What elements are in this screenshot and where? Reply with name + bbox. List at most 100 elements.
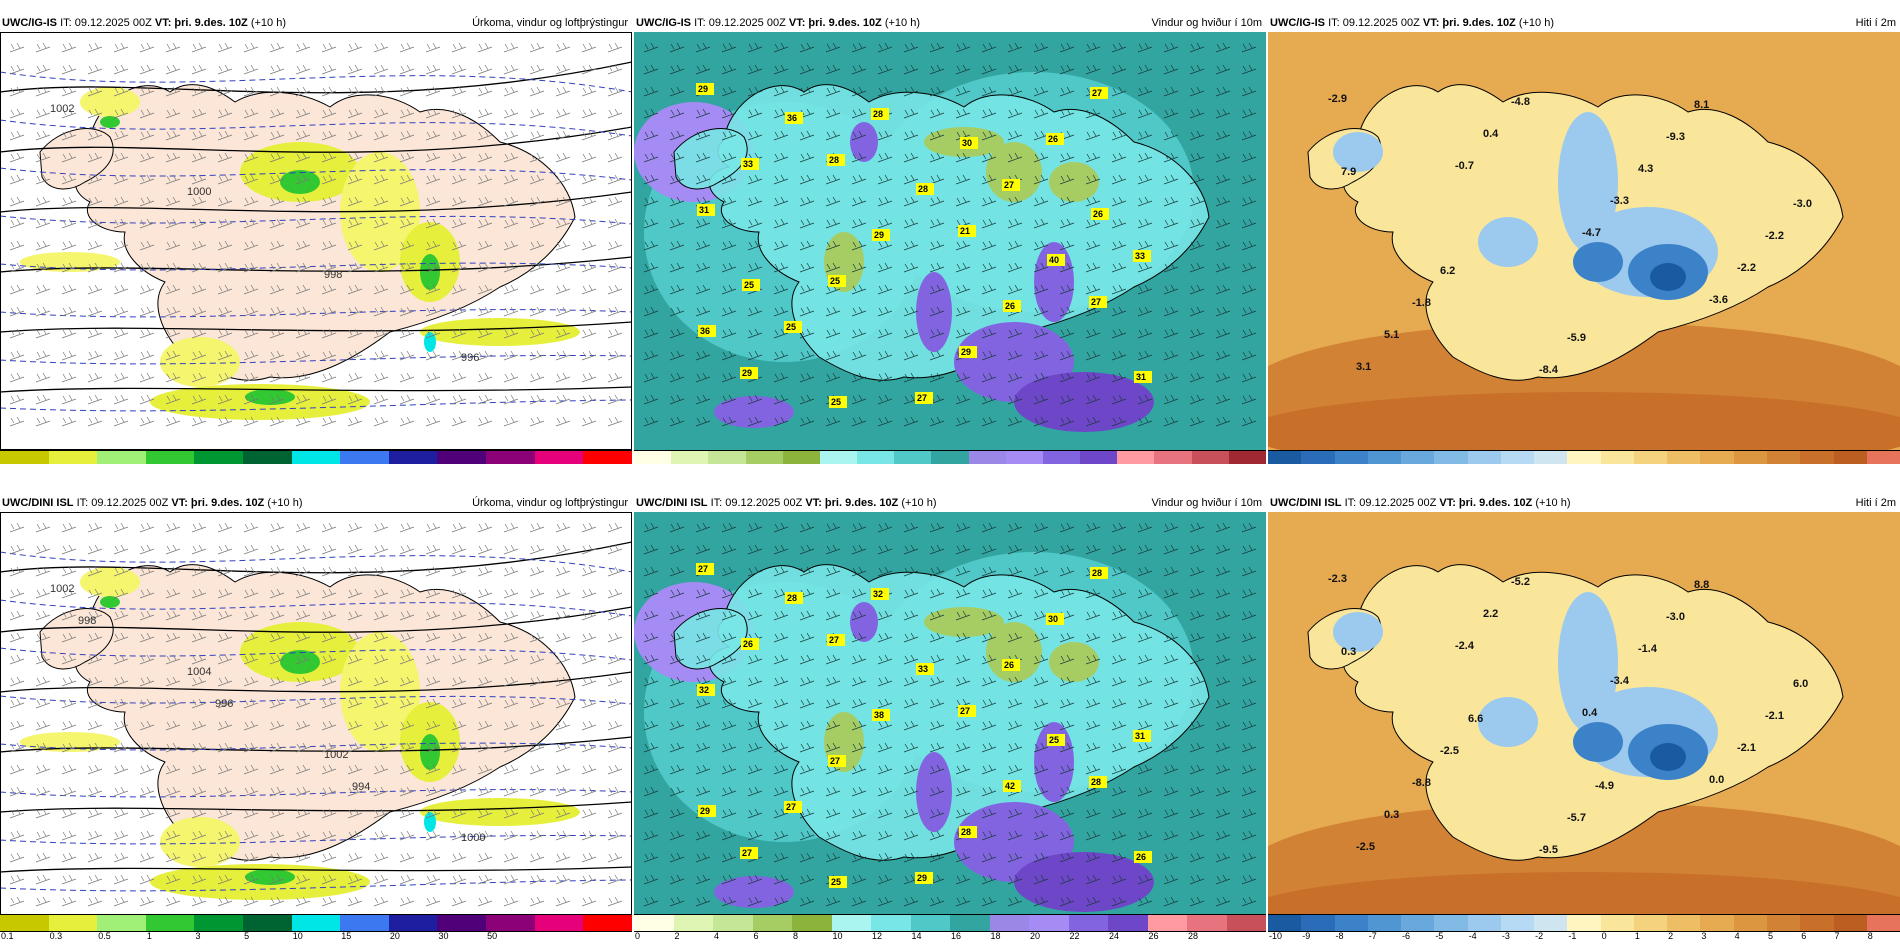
svg-text:29: 29	[917, 873, 927, 883]
colorbar-swatch	[340, 915, 389, 931]
panel-header: UWC/DINI ISL IT: 09.12.2025 00Z VT: þri.…	[0, 494, 632, 512]
temperature-label: 2.2	[1483, 608, 1498, 620]
colorbar-swatch	[871, 915, 911, 931]
gust-label: 29	[959, 346, 977, 358]
gust-label: 21	[958, 225, 976, 237]
gust-label: 32	[697, 684, 715, 696]
svg-text:29: 29	[700, 806, 710, 816]
colorbar-swatch	[1334, 451, 1368, 464]
isobar-label: 1002	[324, 749, 348, 761]
colorbar-tick-label: -6	[1402, 931, 1411, 941]
colorbar-swatch	[1534, 915, 1568, 931]
gust-label: 27	[1089, 296, 1107, 308]
temperature-label: -5.2	[1511, 576, 1530, 588]
colorbar-swatch	[145, 915, 195, 931]
colorbar-tick-label: 50	[487, 931, 498, 941]
colorbar-swatch	[968, 451, 1006, 464]
valid-time: VT: þri. 9.des. 10Z	[1439, 497, 1533, 509]
colorbar-tick-label: 10	[292, 931, 303, 941]
colorbar-swatch	[1833, 915, 1867, 931]
colorbar-swatch	[1005, 451, 1043, 464]
gust-label: 26	[1046, 133, 1064, 145]
colorbar-tick-label: 6	[1801, 931, 1807, 941]
colorbar-swatch	[831, 915, 871, 931]
svg-text:36: 36	[700, 326, 710, 336]
colorbar-swatch	[1068, 915, 1108, 931]
gust-label: 25	[742, 279, 760, 291]
svg-text:26: 26	[1005, 301, 1015, 311]
lead-time: (+10 h)	[1518, 17, 1555, 29]
gust-label: 36	[785, 112, 803, 124]
gust-label: 28	[959, 826, 977, 838]
colorbar	[1268, 914, 1900, 932]
svg-text:27: 27	[830, 756, 840, 766]
temperature-label: -3.0	[1666, 611, 1685, 623]
temperature-label: -2.1	[1737, 742, 1756, 754]
colorbar-swatch	[340, 451, 389, 464]
colorbar-swatch	[634, 915, 674, 931]
gust-label: 26	[1134, 851, 1152, 863]
temperature-label: -2.5	[1440, 745, 1459, 757]
colorbar-tick-label: -4	[1468, 931, 1477, 941]
temperature-label: 6.6	[1468, 713, 1483, 725]
panel-header: UWC/IG-IS IT: 09.12.2025 00Z VT: þri. 9.…	[634, 14, 1266, 32]
colorbar-swatch	[1567, 451, 1601, 464]
temperature-label: -5.7	[1567, 812, 1586, 824]
colorbar-swatch	[1367, 451, 1402, 464]
temperature-label: -8.4	[1539, 364, 1559, 376]
colorbar-tick-label: 4	[714, 931, 720, 941]
svg-text:25: 25	[1049, 735, 1059, 745]
colorbar-swatch	[97, 915, 146, 931]
temperature-label: 0.3	[1384, 809, 1399, 821]
colorbar-swatch	[291, 451, 341, 464]
colorbar-swatch	[1334, 915, 1368, 931]
isobar-label: 998	[324, 269, 342, 281]
svg-text:27: 27	[1091, 297, 1101, 307]
temperature-label: -4.7	[1582, 227, 1601, 239]
colorbar-swatch	[950, 915, 990, 931]
colorbar-swatch	[437, 915, 487, 931]
colorbar-tick-label: 0.3	[49, 931, 63, 941]
colorbar-swatch	[1226, 915, 1266, 931]
gust-label: 29	[915, 872, 933, 884]
gust-label: 27	[828, 755, 846, 767]
isobar-label: 1002	[50, 103, 74, 115]
gust-label: 28	[916, 183, 934, 195]
svg-text:33: 33	[743, 159, 753, 169]
lead-time: (+10 h)	[884, 17, 921, 29]
svg-text:27: 27	[786, 802, 796, 812]
colorbar-tick-label: 24	[1109, 931, 1120, 941]
colorbar-swatch	[1600, 915, 1634, 931]
temperature-label: -9.5	[1539, 844, 1558, 856]
gust-label: 26	[741, 638, 759, 650]
colorbar-tick-label: 26	[1148, 931, 1159, 941]
svg-text:28: 28	[961, 827, 971, 837]
colorbar-swatch	[1108, 915, 1148, 931]
colorbar-swatch	[910, 915, 950, 931]
colorbar-swatch	[1633, 915, 1668, 931]
colorbar-ticks: 0.1 0.3 0.5 1 3 5 10 15 20 30 50	[0, 931, 632, 943]
colorbar-swatch	[1534, 451, 1568, 464]
colorbar-swatch	[857, 451, 895, 464]
isobar-label: 996	[461, 352, 479, 364]
temperature-label: 8.1	[1694, 99, 1709, 111]
svg-text:29: 29	[874, 230, 884, 240]
init-time: IT: 09.12.2025 00Z	[694, 17, 786, 29]
svg-text:32: 32	[873, 589, 883, 599]
temperature-label: -2.9	[1328, 93, 1347, 105]
valid-time: VT: þri. 9.des. 10Z	[1422, 17, 1516, 29]
colorbar-swatch	[1467, 451, 1501, 464]
colorbar-swatch	[931, 451, 969, 464]
colorbar	[0, 914, 632, 932]
gust-label: 27	[1090, 87, 1108, 99]
colorbar-tick-label: 1	[146, 931, 152, 941]
colorbar-tick-label: 6	[753, 931, 759, 941]
lead-time: (+10 h)	[250, 17, 287, 29]
colorbar-tick-label: 10	[832, 931, 843, 941]
colorbar-swatch	[1733, 915, 1767, 931]
colorbar-swatch	[1268, 915, 1302, 931]
svg-text:26: 26	[1093, 209, 1103, 219]
colorbar-swatch	[194, 915, 244, 931]
colorbar-swatch	[145, 451, 195, 464]
colorbar-swatch	[1434, 451, 1468, 464]
